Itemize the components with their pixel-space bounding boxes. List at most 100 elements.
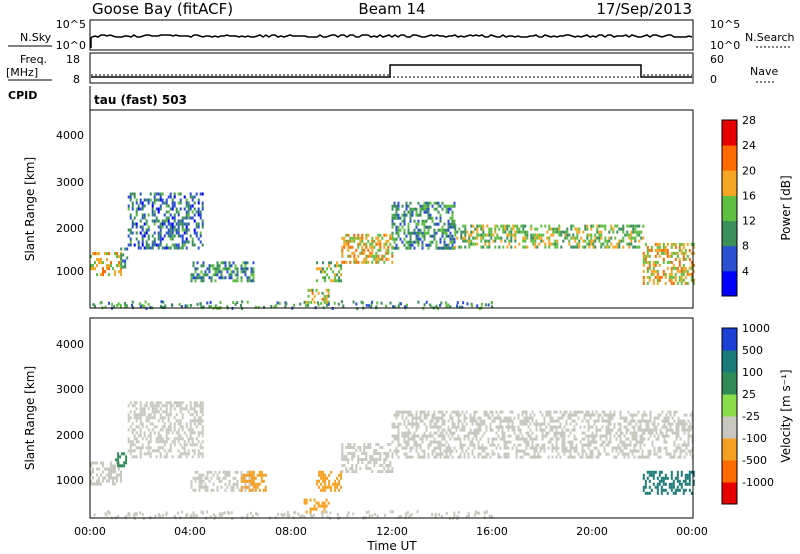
heatmap-cell [177, 440, 180, 444]
heatmap-cell [457, 510, 460, 514]
heatmap-cell [145, 222, 148, 226]
heatmap-cell [147, 443, 150, 447]
heatmap-cell [191, 440, 194, 444]
heatmap-cell [252, 270, 255, 274]
heatmap-cell [94, 267, 96, 271]
heatmap-cell [234, 267, 237, 271]
heatmap-cell [360, 300, 363, 304]
heatmap-cell [486, 239, 489, 243]
heatmap-cell [551, 425, 554, 429]
heatmap-cell [595, 410, 598, 414]
heatmap-cell [639, 422, 642, 426]
heatmap-cell [131, 428, 134, 432]
heatmap-cell [129, 231, 132, 235]
heatmap-cell [135, 416, 138, 420]
heatmap-cell [633, 449, 636, 453]
heatmap-cell [409, 207, 412, 211]
noise-left-tick-bottom: 10^0 [56, 39, 86, 52]
heatmap-cell [524, 245, 527, 249]
heatmap-cell [681, 419, 684, 423]
heatmap-cell [139, 511, 142, 515]
heatmap-cell [451, 240, 454, 244]
heatmap-cell [453, 446, 456, 450]
heatmap-cell [127, 419, 130, 423]
heatmap-cell [654, 275, 657, 279]
heatmap-cell [587, 455, 590, 459]
heatmap-cell [165, 216, 168, 220]
heatmap-cell [688, 257, 691, 261]
heatmap-cell [258, 473, 261, 477]
heatmap-cell [479, 437, 482, 441]
velocity-ytick: 3000 [56, 383, 84, 396]
heatmap-cell [453, 237, 456, 241]
heatmap-cell [151, 404, 154, 408]
heatmap-cell [573, 419, 576, 423]
heatmap-cell [656, 278, 659, 282]
heatmap-cell [558, 233, 561, 237]
heatmap-cell [431, 434, 434, 438]
heatmap-cell [682, 257, 685, 261]
heatmap-cell [690, 242, 693, 246]
heatmap-cell [579, 410, 582, 414]
heatmap-cell [584, 245, 587, 249]
heatmap-cell [155, 437, 158, 441]
heatmap-cell [230, 264, 233, 268]
heatmap-cell [439, 237, 442, 241]
heatmap-cell [486, 233, 489, 237]
heatmap-cell [139, 416, 142, 420]
heatmap-cell [226, 473, 229, 477]
heatmap-cell [476, 233, 479, 237]
heatmap-cell [403, 216, 406, 220]
heatmap-cell [623, 440, 626, 444]
heatmap-cell [417, 213, 420, 217]
heatmap-cell [197, 198, 200, 202]
heatmap-cell [175, 246, 178, 250]
heatmap-cell [674, 251, 677, 255]
heatmap-cell [590, 236, 593, 240]
heatmap-cell [517, 428, 520, 432]
heatmap-cell [625, 443, 628, 447]
heatmap-cell [157, 404, 160, 408]
colorbar-segment [722, 460, 737, 483]
heatmap-cell [135, 455, 138, 459]
heatmap-cell [501, 431, 504, 435]
heatmap-cell [630, 236, 633, 240]
heatmap-cell [212, 488, 215, 492]
heatmap-cell [397, 201, 400, 205]
heatmap-cell [151, 210, 154, 214]
heatmap-cell [589, 443, 592, 447]
heatmap-cell [227, 512, 230, 515]
heatmap-cell [439, 440, 442, 444]
heatmap-cell [190, 485, 193, 489]
heatmap-cell [621, 449, 624, 453]
heatmap-cell [619, 410, 622, 414]
heatmap-cell [475, 434, 478, 438]
heatmap-cell [347, 242, 350, 246]
heatmap-cell [427, 225, 430, 229]
heatmap-cell [151, 240, 154, 244]
heatmap-cell [375, 449, 378, 452]
heatmap-cell [133, 243, 136, 247]
heatmap-cell [663, 419, 666, 423]
heatmap-cell [555, 410, 558, 414]
heatmap-cell [635, 413, 638, 417]
heatmap-cell [363, 260, 366, 264]
heatmap-cell [159, 240, 162, 244]
heatmap-cell [644, 482, 647, 486]
heatmap-cell [100, 473, 102, 477]
heatmap-cell [232, 270, 235, 274]
heatmap-cell [623, 446, 626, 450]
heatmap-cell [349, 260, 352, 264]
heatmap-cell [163, 449, 166, 453]
heatmap-cell [594, 245, 597, 249]
heatmap-cell [343, 242, 346, 246]
heatmap-cell [104, 270, 106, 274]
heatmap-cell [411, 416, 414, 420]
heatmap-cell [457, 422, 460, 426]
heatmap-cell [407, 443, 410, 447]
heatmap-cell [683, 431, 686, 435]
heatmap-cell [460, 245, 463, 249]
heatmap-cell [465, 410, 468, 414]
heatmap-cell [592, 239, 595, 243]
heatmap-cell [189, 207, 192, 211]
